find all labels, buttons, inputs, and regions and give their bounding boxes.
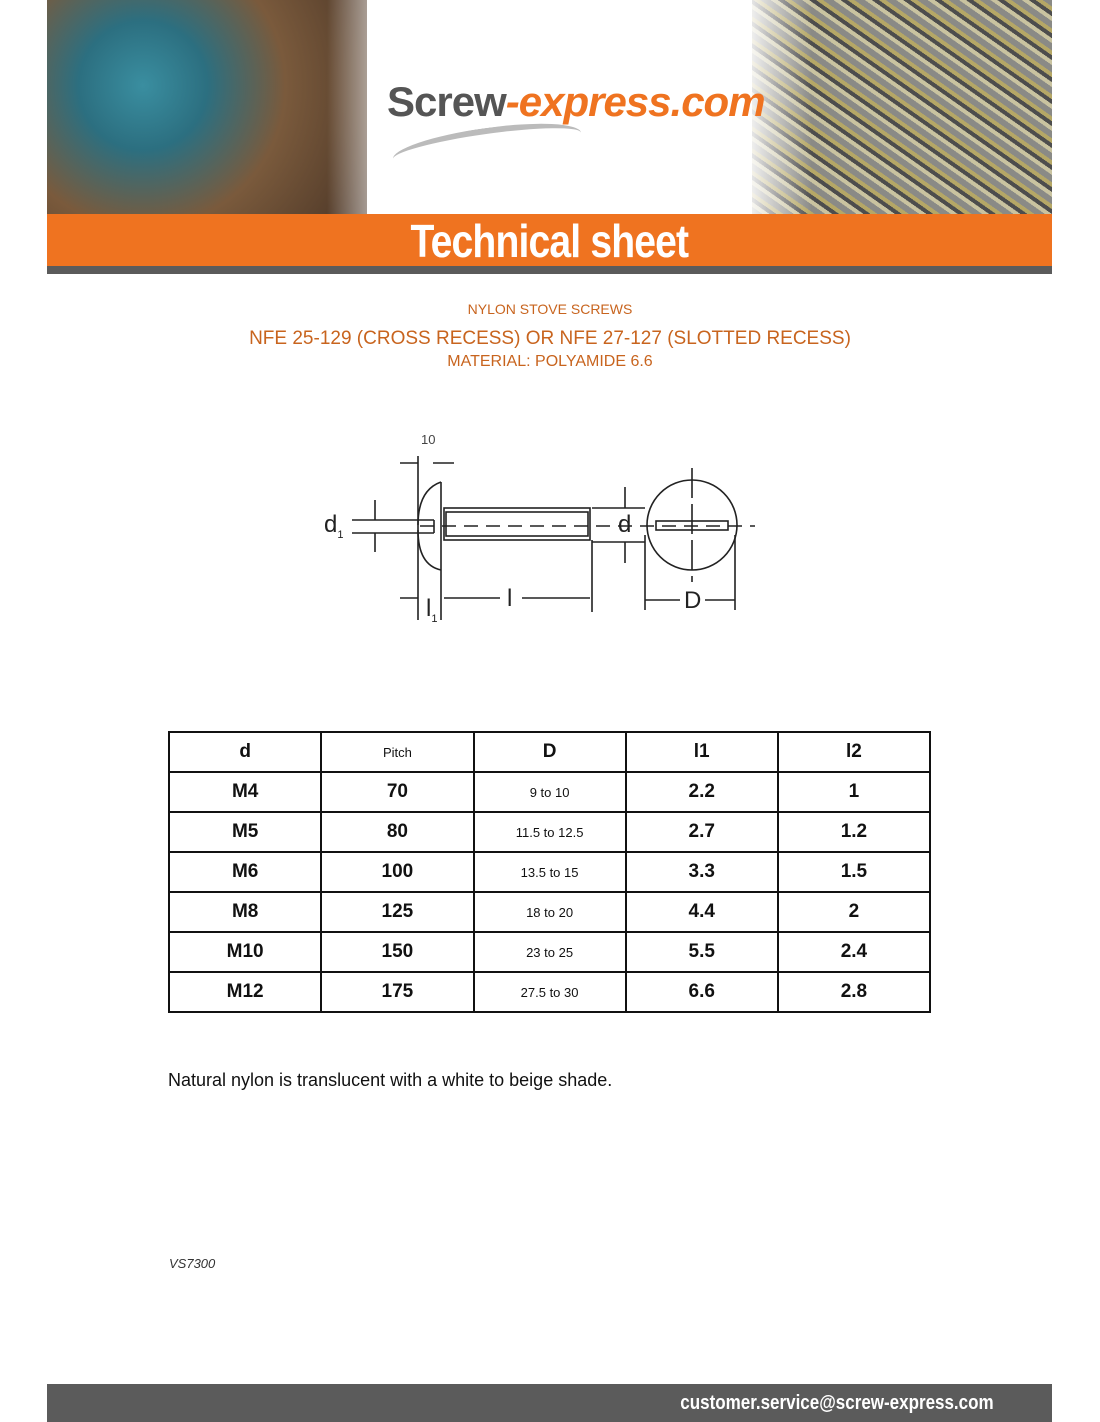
table-cell: 3.3 xyxy=(624,851,779,893)
table-cell: 2.2 xyxy=(624,771,779,813)
standard-title: NFE 25-129 (CROSS RECESS) OR NFE 27-127 … xyxy=(249,328,851,349)
header-l1: l1 xyxy=(624,731,779,773)
table-cell: 27.5 to 30 xyxy=(472,971,627,1013)
table-cell: 13.5 to 15 xyxy=(472,851,627,893)
table-row: M5 80 11.5 to 12.5 2.7 1.2 xyxy=(167,811,932,853)
dim-label-D: D xyxy=(684,587,701,614)
table-cell: 80 xyxy=(320,811,475,853)
table-cell: 70 xyxy=(320,771,475,813)
table-cell: M12 xyxy=(167,971,323,1013)
table-cell: M5 xyxy=(167,811,323,853)
table-cell: 2.7 xyxy=(624,811,779,853)
tools-photo xyxy=(47,0,407,214)
dim-label-l1: l1 xyxy=(426,595,437,625)
dim-label-d: d xyxy=(618,511,631,538)
logo: Screw-express.com xyxy=(387,78,766,125)
table-cell: M8 xyxy=(167,891,323,933)
header-D: D xyxy=(472,731,627,773)
table-cell: 6.6 xyxy=(624,971,779,1013)
screws-photo xyxy=(742,0,1052,214)
table-cell: 1.2 xyxy=(776,811,932,853)
reference-code: VS7300 xyxy=(169,1256,216,1271)
dimensions-table: d Pitch D l1 l2 M4 70 9 to 10 2.2 1 M5 80 11.5 … xyxy=(167,731,932,1013)
table-cell: M4 xyxy=(167,771,323,813)
header-banner: Screw-express.com xyxy=(47,0,1052,214)
material-note: Natural nylon is translucent with a whit… xyxy=(168,1070,613,1090)
table-cell: 18 to 20 xyxy=(472,891,627,933)
table-cell: M6 xyxy=(167,851,323,893)
table-cell: 11.5 to 12.5 xyxy=(472,811,627,853)
table-cell: 175 xyxy=(320,971,475,1013)
table-row: M6 100 13.5 to 15 3.3 1.5 xyxy=(167,851,932,893)
table-row: M10 150 23 to 25 5.5 2.4 xyxy=(167,931,932,973)
table-row: M12 175 27.5 to 30 6.6 2.8 xyxy=(167,971,932,1013)
dim-label-d1: d1 xyxy=(324,511,343,541)
product-title: NYLON STOVE SCREWS xyxy=(467,301,633,317)
table-cell: 2.8 xyxy=(776,971,932,1013)
table-cell: 1 xyxy=(776,771,932,813)
table-cell: 2.4 xyxy=(776,931,932,973)
table-cell: 1.5 xyxy=(776,851,932,893)
table-row: M8 125 18 to 20 4.4 2 xyxy=(167,891,932,933)
screw-diagram: 10 d1 d l l1 D xyxy=(324,432,755,625)
table-cell: 150 xyxy=(320,931,475,973)
table-cell: 125 xyxy=(320,891,475,933)
footer: customer.service@screw-express.com xyxy=(47,1384,1052,1422)
table-cell: 2 xyxy=(776,891,932,933)
table-cell: 23 to 25 xyxy=(472,931,627,973)
header-pitch: Pitch xyxy=(320,731,475,773)
header-l2: l2 xyxy=(776,731,932,773)
footer-email[interactable]: customer.service@screw-express.com xyxy=(680,1392,994,1414)
banner-title: Technical sheet xyxy=(410,215,690,267)
table-cell: 9 to 10 xyxy=(472,771,627,813)
dim-label-10: 10 xyxy=(421,432,435,447)
table-cell: M10 xyxy=(167,931,323,973)
table-cell: 5.5 xyxy=(624,931,779,973)
table-row: M4 70 9 to 10 2.2 1 xyxy=(167,771,932,813)
table-header-row: d Pitch D l1 l2 xyxy=(167,731,932,773)
header-d: d xyxy=(167,731,323,773)
table-cell: 4.4 xyxy=(624,891,779,933)
divider xyxy=(47,266,1052,274)
title-banner: Technical sheet xyxy=(47,214,1052,267)
table-cell: 100 xyxy=(320,851,475,893)
dim-label-l: l xyxy=(507,585,512,612)
material-title: MATERIAL: POLYAMIDE 6.6 xyxy=(447,353,653,370)
